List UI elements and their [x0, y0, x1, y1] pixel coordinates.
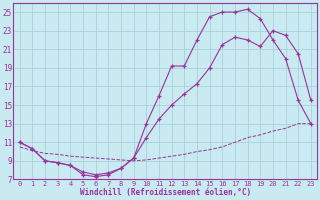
X-axis label: Windchill (Refroidissement éolien,°C): Windchill (Refroidissement éolien,°C): [80, 188, 251, 197]
